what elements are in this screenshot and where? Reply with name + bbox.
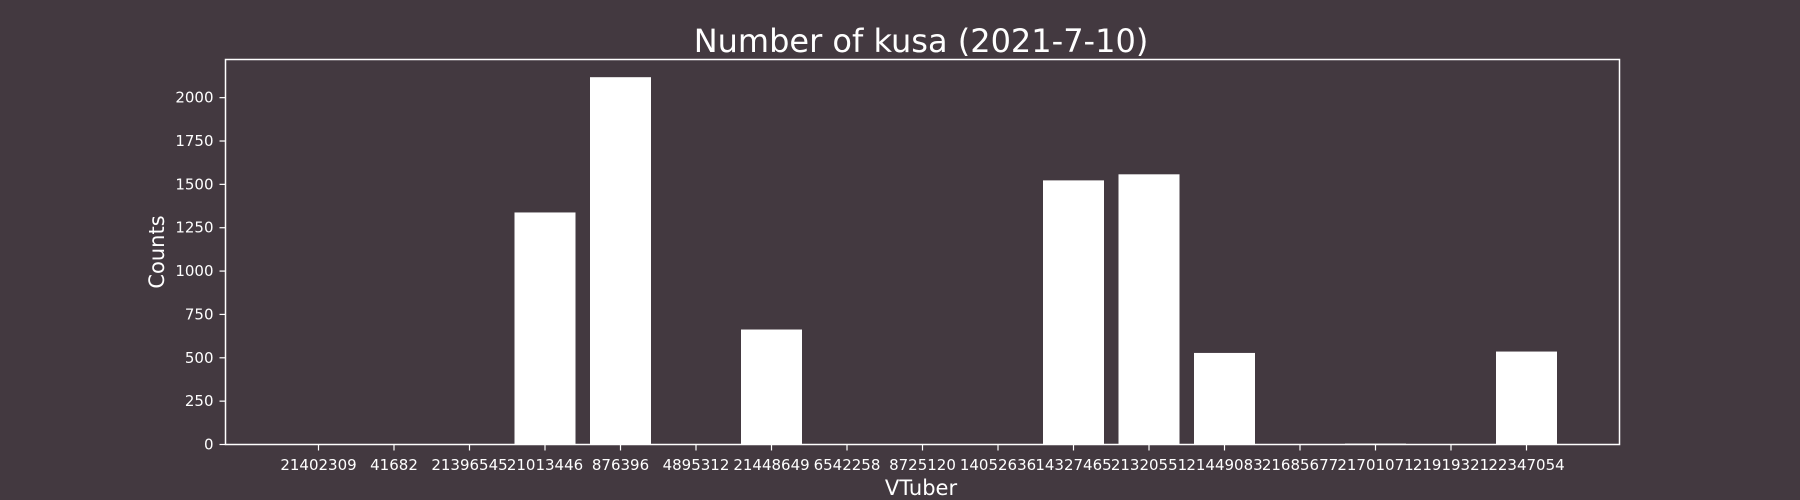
bar-21701071 [1345,443,1406,445]
x-tick-label: 41682 [370,456,418,474]
bars-group [514,77,1557,445]
y-tick-label: 1250 [175,219,213,237]
bar-21320551 [1118,174,1180,445]
x-tick-label: 4895312 [663,456,730,474]
x-axis-ticks: 21402309 41682 21396545 21013446 876396 48953… [280,444,1565,474]
x-tick-label: 21396545 [431,456,507,474]
y-tick-label: 500 [185,349,214,367]
bar-22347054 [1496,351,1557,445]
y-tick-label: 250 [185,392,214,410]
bar-21449083 [1194,352,1255,445]
bar-14327465 [1043,180,1104,445]
x-tick-label: 14327465 [1035,456,1111,474]
bar-21013446 [514,212,576,445]
y-tick-label: 1750 [175,132,213,150]
bar-21448649 [741,329,802,445]
y-axis-label: Counts [145,215,169,288]
y-tick-label: 1000 [175,262,213,280]
x-tick-label: 8725120 [889,456,956,474]
x-tick-label: 21448649 [733,456,809,474]
y-tick-label: 1500 [175,175,213,193]
x-tick-label: 21402309 [280,456,356,474]
x-tick-label: 21685677 [1262,456,1338,474]
plot-area-frame [224,58,1621,446]
x-tick-label: 21919321 [1413,456,1489,474]
bar-876396 [590,77,651,445]
y-tick-label: 750 [185,305,214,323]
x-tick-label: 21449083 [1186,456,1262,474]
x-tick-label: 21013446 [507,456,583,474]
x-tick-label: 21320551 [1111,456,1187,474]
y-tick-label: 2000 [175,89,213,107]
chart-title: Number of kusa (2021-7-10) [694,22,1149,60]
x-axis-label: VTuber [885,476,958,500]
x-tick-label: 14052636 [960,456,1036,474]
x-tick-label: 22347054 [1488,456,1564,474]
x-tick-label: 21701071 [1337,456,1413,474]
y-axis-ticks: 0 250 500 750 1000 1250 1500 1750 2000 [175,89,226,454]
x-tick-label: 6542258 [814,456,881,474]
x-tick-label: 876396 [592,456,649,474]
y-tick-label: 0 [204,436,214,454]
